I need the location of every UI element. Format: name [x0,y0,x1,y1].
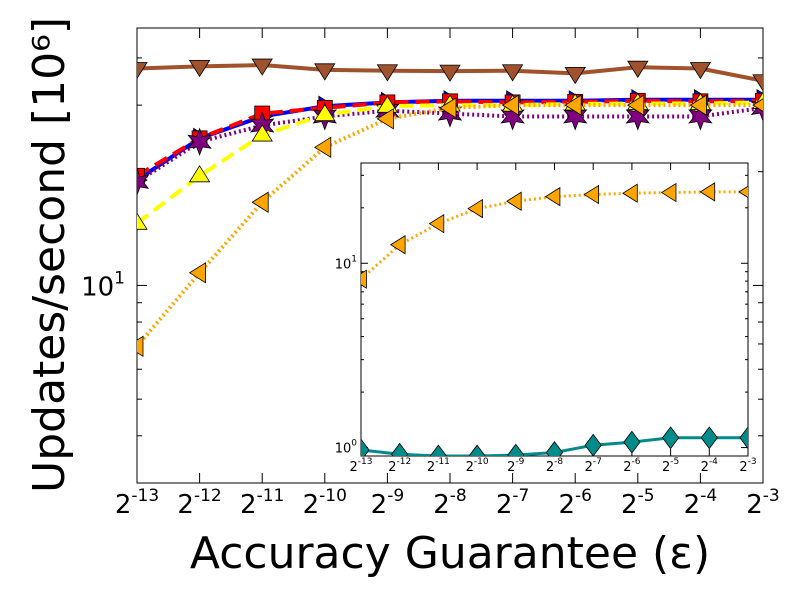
inset-series-1-point [662,426,680,450]
main-x-tick-label: 2-9 [371,486,405,520]
inset-y-tick-label: 100 [335,439,358,457]
main-x-tick-label: 2-4 [684,486,718,520]
inset-series-1-point [507,443,525,456]
main-series-5-point [627,94,645,116]
inset-series-0-point [506,191,522,211]
main-x-tick-label: 2-7 [496,486,530,520]
inset-series-0-point [361,269,367,289]
inset-y-tick-label: 101 [335,254,357,272]
inset-x-tick-label: 2-11 [427,457,450,475]
inset-series-1-point [545,441,564,456]
inset-series-0-point [544,186,561,207]
inset-plot: 2-13 2-12 2-11 2-10 2-9 2-8 2-7 2-6 2-5 2-4 2-3 100… [335,162,757,475]
inset-series-0-point [467,198,483,219]
main-series-3-point [500,102,525,131]
main-series-5-point [314,136,332,159]
main-series-0-point [564,66,586,85]
main-series-5-point [752,98,763,112]
inset-series-0-point [428,213,445,234]
inset-x-tick-label: 2-5 [662,457,679,475]
inset-x-tick-label: 2-4 [701,457,719,475]
inset-series-0-point [699,182,716,202]
main-x-tick-label: 2-3 [746,486,780,520]
main-x-tick-label: 2-13 [115,486,159,520]
inset-series-1-point [468,444,486,456]
inset-series-0-point [389,235,406,255]
main-y-ticks [137,57,763,484]
main-series-3-point [187,127,212,156]
inset-x-tick-label: 2-9 [507,457,525,475]
main-series-0-point [137,62,148,80]
main-y-tick-label: 101 [81,268,125,302]
inset-series-0-point [660,182,677,203]
inset-series-1-point [584,433,602,456]
main-series-3-point [137,167,150,196]
main-series-4-point [251,124,273,142]
main-x-tick-label: 2-8 [433,486,467,520]
inset-x-tick-label: 2-8 [546,457,564,475]
y-axis-label: Updates/second [10⁶] [24,17,75,493]
inset-series-group [361,182,748,456]
main-series-0-point [689,62,712,80]
main-x-tick-label: 2-11 [240,486,284,520]
main-series-5-point [689,94,707,116]
main-series-0-point [439,64,461,82]
x-axis-label: Accuracy Guarantee (ε) [190,528,710,579]
main-series-0-point [376,64,399,82]
main-series-5-point [376,108,394,130]
main-series-4-point [137,212,148,230]
inset-x-tick-label: 2-10 [466,457,489,475]
inset-x-tick-label: 2-13 [350,457,373,475]
inset-series-0-point [738,185,748,198]
main-series-5-point [501,94,519,116]
main-series-3-point [562,102,588,131]
main-series-3-point [625,102,651,131]
inset-x-tick-label: 2-7 [585,457,602,475]
main-series-4-point [188,165,211,183]
inset-series-1-point [391,442,409,456]
main-series-0-point [188,59,211,78]
main-series-0-point [314,63,336,81]
main-x-tick-label: 2-12 [177,486,221,520]
inset-series-1-point [361,438,370,456]
main-x-tick-label: 2-6 [558,486,592,520]
main-series-0-point [752,74,763,92]
main-x-ticks: 2-13 2-12 2-11 2-10 2-9 2-8 2-7 2-6 2-5 2-4 2-3 [115,28,780,520]
inset-series-1-point [700,426,718,450]
inset-x-tick-label: 2-12 [388,457,411,475]
inset-series-1-point [739,426,748,450]
inset-series-1-point [429,444,448,456]
main-series-5-point [137,335,144,358]
main-series-3-point [688,102,713,131]
inset-x-tick-label: 2-3 [739,457,756,475]
inset-series-0-point [622,183,638,203]
main-series-0-point [627,60,649,78]
main-series-group [137,58,763,358]
main-series-5-point [188,262,207,284]
main-series-4-point [314,103,336,122]
main-series-5-point [564,94,582,116]
main-x-tick-label: 2-10 [303,486,347,520]
inset-series-1-point [623,430,641,454]
main-x-tick-label: 2-5 [621,486,655,520]
inset-plot-frame [360,162,749,457]
main-series-5-point [251,191,269,213]
main-series-5-point [439,97,457,119]
inset-x-tick-label: 2-6 [623,457,641,475]
main-series-line-3 [137,105,763,184]
main-series-0-point [501,64,524,82]
inset-series-0-point [583,184,599,205]
main-series-0-point [251,58,273,76]
